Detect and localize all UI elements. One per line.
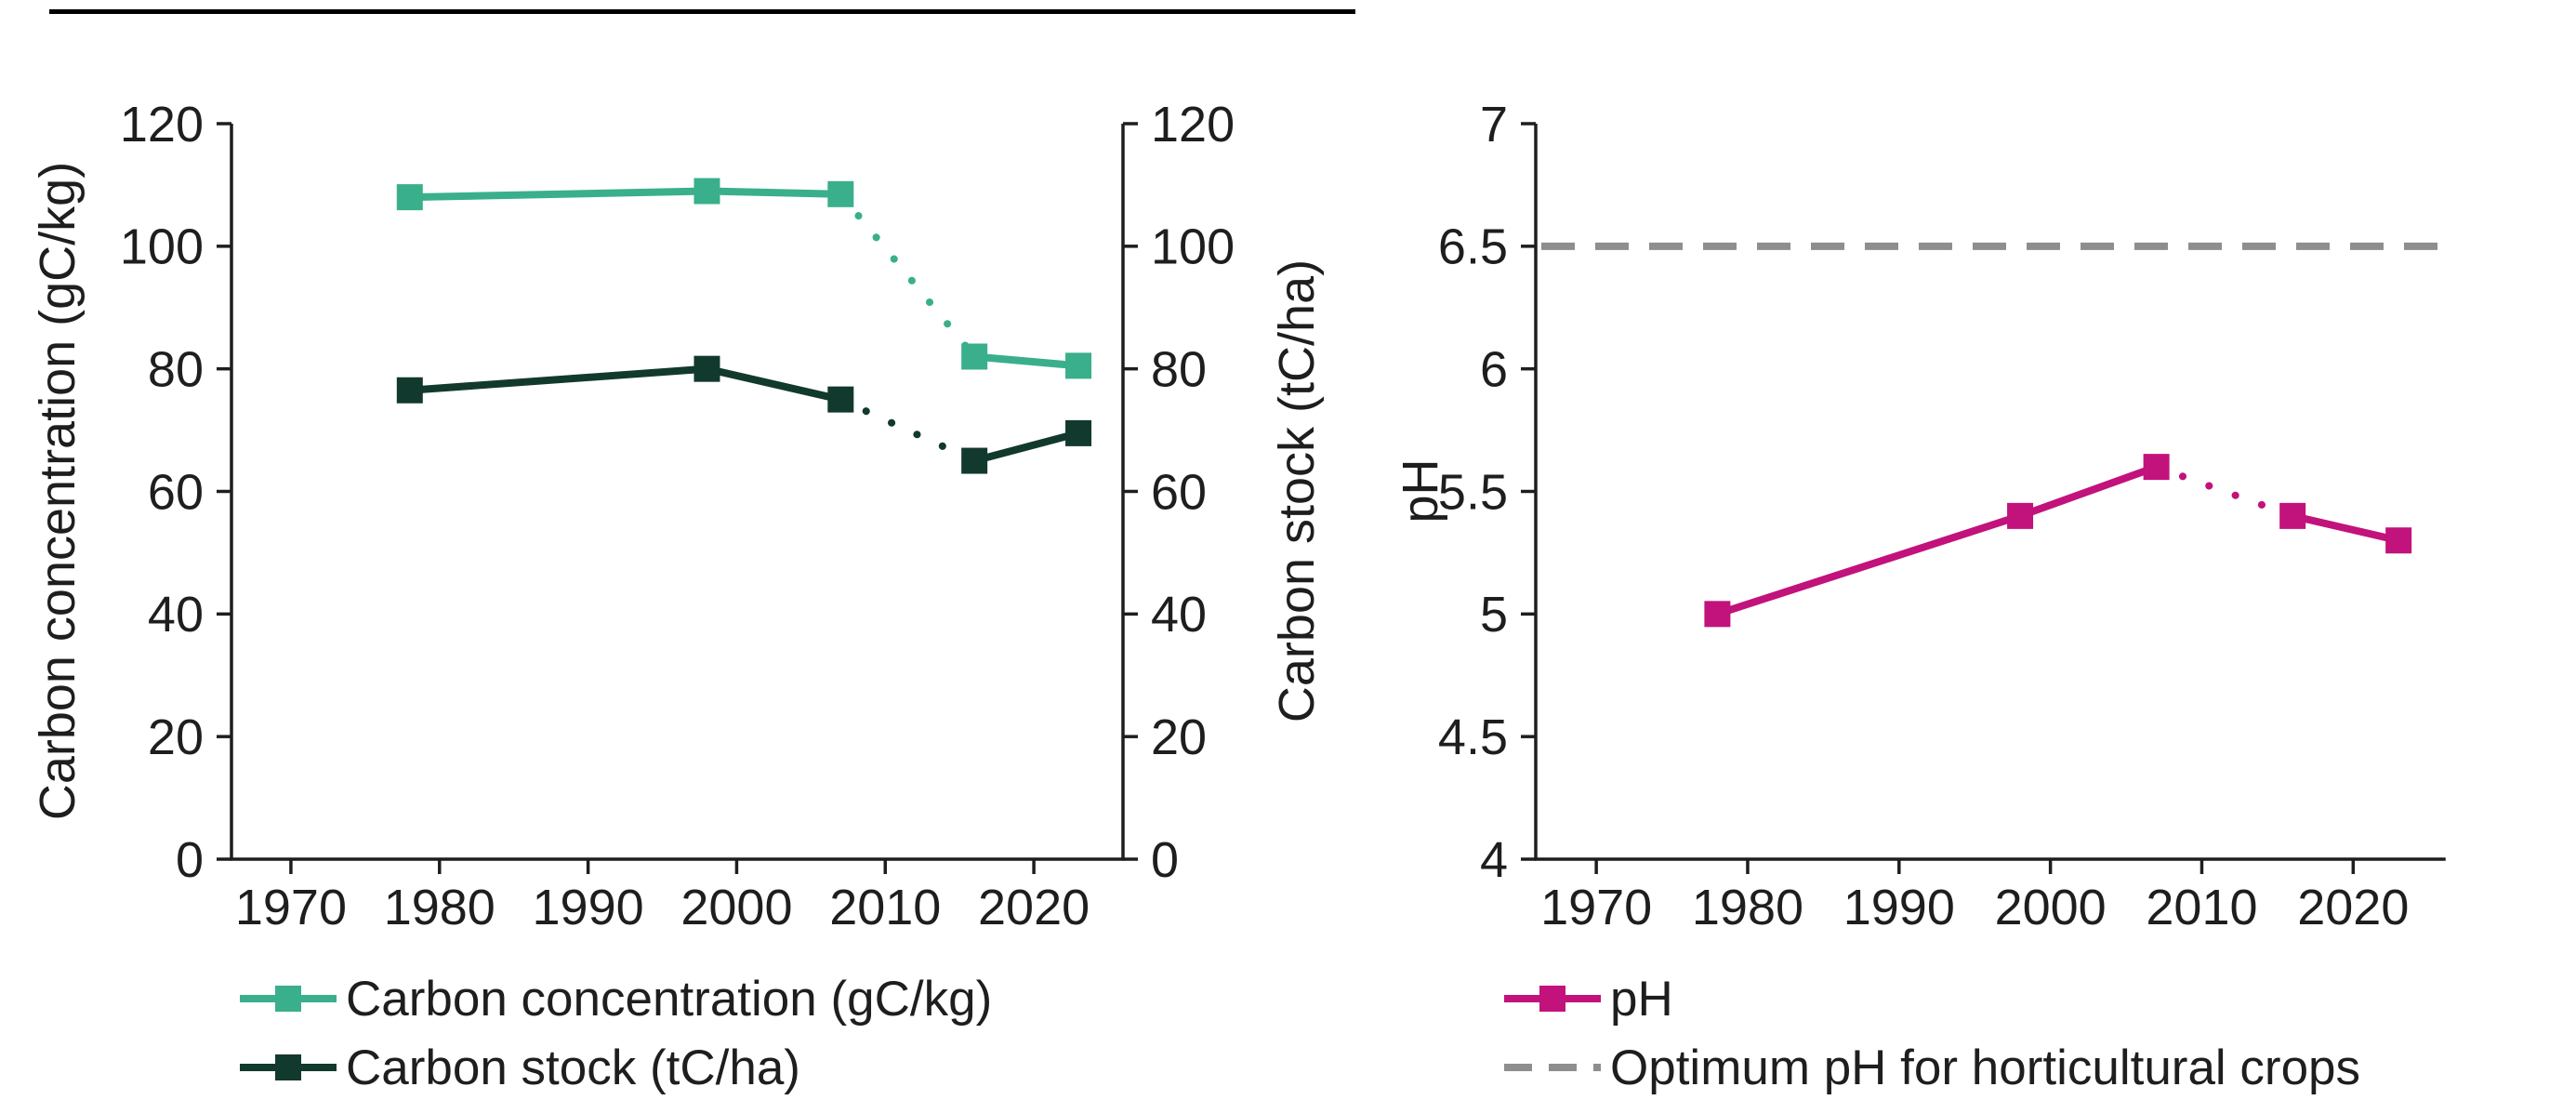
legend-item-ph: pH	[1504, 971, 2360, 1027]
x-tick-label: 1980	[384, 880, 495, 935]
top-divider-line	[49, 9, 1355, 14]
data-point-marker	[396, 184, 423, 211]
y-tick-label: 6.5	[1438, 219, 1508, 275]
legend-label: Optimum pH for horticultural crops	[1610, 1040, 2361, 1095]
y-tick-label: 20	[148, 709, 204, 765]
y-tick-label: 4	[1480, 832, 1508, 888]
legend-label: pH	[1610, 971, 1673, 1027]
y-tick-label: 5	[1480, 587, 1508, 643]
legend-label: Carbon stock (tC/ha)	[346, 1040, 800, 1095]
y-tick-label: 120	[120, 97, 204, 152]
data-point-marker	[961, 343, 988, 370]
y-tick-label: 5.5	[1438, 464, 1508, 520]
series-segment-dotted	[837, 395, 979, 465]
series-segment-solid	[2289, 511, 2403, 545]
x-tick-label: 1990	[1843, 880, 1955, 935]
x-tick-label: 2010	[829, 880, 941, 935]
y-tick-label-right: 20	[1151, 709, 1207, 765]
series-segment-solid	[971, 429, 1083, 465]
data-point-marker	[1704, 601, 1731, 628]
legend-item-carbon-stock: Carbon stock (tC/ha)	[240, 1040, 992, 1095]
x-tick-label: 2020	[2297, 880, 2409, 935]
x-tick-label: 1970	[235, 880, 347, 935]
series-segment-solid	[405, 364, 711, 394]
series-segment-solid	[971, 352, 1083, 370]
x-tick-label: 1980	[1692, 880, 1803, 935]
y-tick-label-right: 0	[1151, 832, 1179, 888]
series-segment-solid	[2016, 463, 2160, 520]
data-point-marker	[694, 355, 720, 382]
data-point-marker	[2279, 502, 2306, 529]
y-tick-label: 60	[148, 464, 204, 520]
series-segment-dotted	[837, 190, 979, 361]
left-chart-legend: Carbon concentration (gC/kg) Carbon stoc…	[240, 971, 992, 1095]
line-square-marker-icon	[240, 1054, 337, 1080]
chart-1: 1970 1980 1990 2000 2010 2020 4 4.5 5 5.5 6 6.5 7	[1438, 97, 2446, 935]
x-tick-label: 2020	[978, 880, 1090, 935]
data-point-marker	[961, 447, 988, 474]
data-point-marker	[2385, 527, 2412, 554]
y-tick-label: 4.5	[1438, 709, 1508, 765]
y-tick-label: 100	[120, 219, 204, 275]
x-tick-label: 2010	[2146, 880, 2257, 935]
series-segment-solid	[703, 187, 845, 198]
series-segment-solid	[703, 364, 845, 404]
series-segment-solid	[1713, 511, 2025, 618]
data-point-marker	[2143, 454, 2170, 481]
legend-label: Carbon concentration (gC/kg)	[346, 971, 993, 1027]
y-tick-label-right: 120	[1151, 97, 1235, 152]
right-chart-legend: pH Optimum pH for horticultural crops	[1504, 971, 2360, 1095]
x-tick-label: 1990	[533, 880, 644, 935]
data-point-marker	[396, 377, 423, 404]
y-tick-label-right: 60	[1151, 464, 1207, 520]
data-point-marker	[827, 180, 854, 207]
y-tick-label-right: 80	[1151, 342, 1207, 398]
x-tick-label: 2000	[1995, 880, 2107, 935]
x-tick-label: 1970	[1540, 880, 1652, 935]
legend-item-optimum-ph: Optimum pH for horticultural crops	[1504, 1040, 2360, 1095]
y-tick-label-right: 100	[1151, 219, 1235, 275]
y-tick-label: 0	[176, 832, 204, 888]
x-tick-label: 2000	[680, 880, 792, 935]
y-tick-label-right: 40	[1151, 587, 1207, 643]
dashed-line-marker-icon	[1504, 1064, 1601, 1071]
series-segment-solid	[405, 187, 711, 202]
line-square-marker-icon	[1504, 986, 1601, 1012]
data-point-marker	[694, 178, 720, 205]
y-tick-label: 6	[1480, 342, 1508, 398]
data-point-marker	[1065, 352, 1092, 379]
data-point-marker	[1065, 419, 1092, 446]
series-segment-dotted	[2152, 463, 2297, 520]
y-tick-label: 40	[148, 587, 204, 643]
data-point-marker	[2007, 502, 2034, 529]
line-square-marker-icon	[240, 986, 337, 1012]
y-tick-label: 80	[148, 342, 204, 398]
y-tick-label: 7	[1480, 97, 1508, 152]
data-point-marker	[827, 386, 854, 413]
legend-item-carbon-concentration: Carbon concentration (gC/kg)	[240, 971, 992, 1027]
